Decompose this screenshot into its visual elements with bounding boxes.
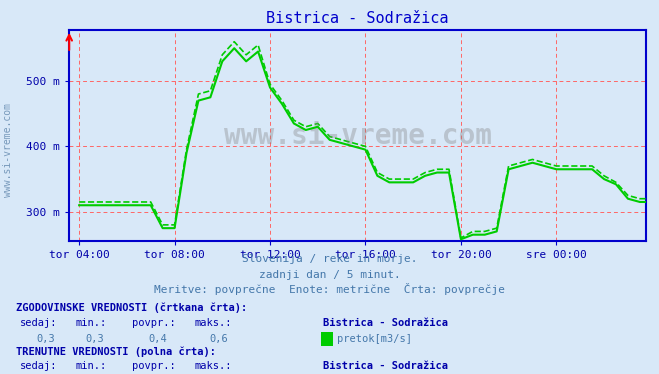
Text: TRENUTNE VREDNOSTI (polna črta):: TRENUTNE VREDNOSTI (polna črta):	[16, 346, 216, 356]
Text: 0,3: 0,3	[86, 334, 104, 344]
Text: Bistrica - Sodražica: Bistrica - Sodražica	[323, 318, 448, 328]
Text: ZGODOVINSKE VREDNOSTI (črtkana črta):: ZGODOVINSKE VREDNOSTI (črtkana črta):	[16, 303, 248, 313]
Text: min.:: min.:	[76, 361, 107, 371]
Text: Meritve: povprečne  Enote: metrične  Črta: povprečje: Meritve: povprečne Enote: metrične Črta:…	[154, 283, 505, 295]
Text: 0,6: 0,6	[210, 334, 228, 344]
Text: 0,3: 0,3	[36, 334, 55, 344]
Title: Bistrica - Sodražica: Bistrica - Sodražica	[266, 11, 449, 26]
Text: povpr.:: povpr.:	[132, 318, 175, 328]
Text: maks.:: maks.:	[194, 361, 232, 371]
Text: www.si-vreme.com: www.si-vreme.com	[3, 102, 13, 197]
Text: povpr.:: povpr.:	[132, 361, 175, 371]
Text: sedaj:: sedaj:	[20, 318, 57, 328]
Text: sedaj:: sedaj:	[20, 361, 57, 371]
Text: min.:: min.:	[76, 318, 107, 328]
Text: Slovenija / reke in morje.: Slovenija / reke in morje.	[242, 254, 417, 264]
Text: 0,4: 0,4	[148, 334, 167, 344]
Text: pretok[m3/s]: pretok[m3/s]	[337, 334, 413, 344]
Text: maks.:: maks.:	[194, 318, 232, 328]
Text: Bistrica - Sodražica: Bistrica - Sodražica	[323, 361, 448, 371]
Text: www.si-vreme.com: www.si-vreme.com	[223, 122, 492, 150]
Text: zadnji dan / 5 minut.: zadnji dan / 5 minut.	[258, 270, 401, 279]
